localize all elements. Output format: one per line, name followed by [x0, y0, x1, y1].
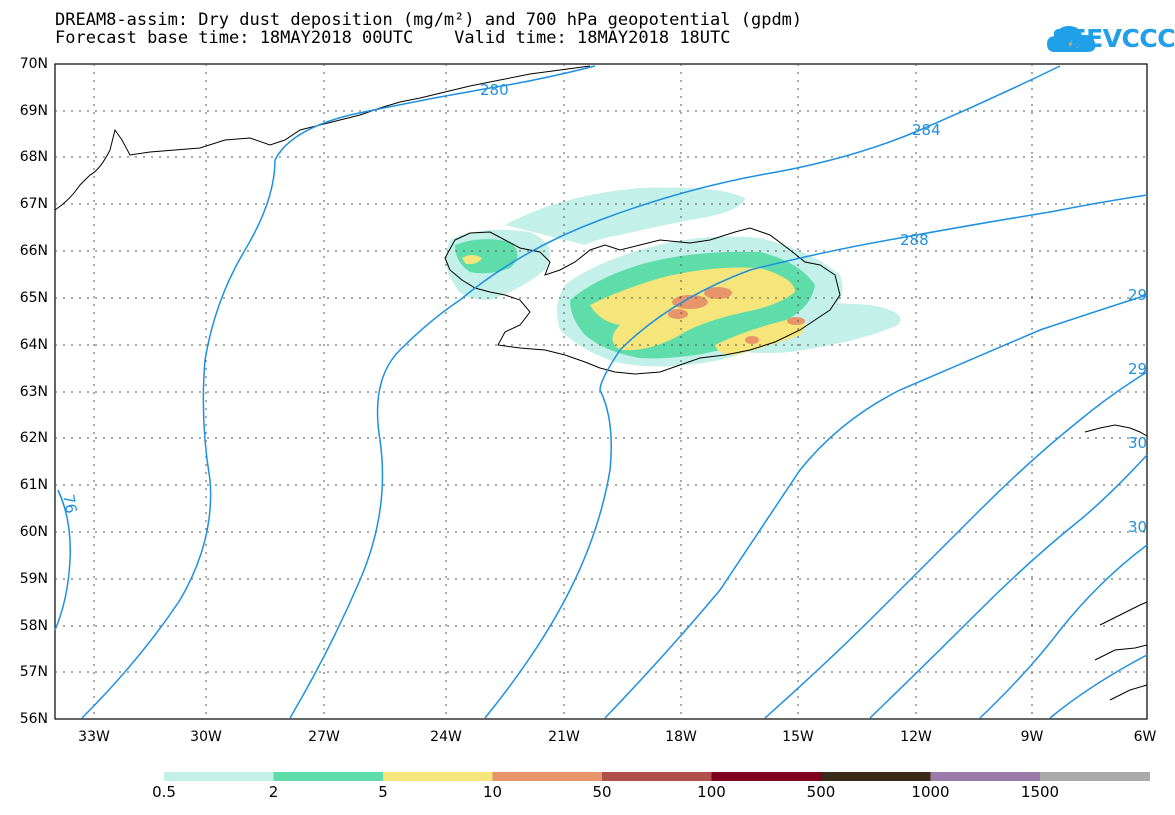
colorbar-label: 1000: [911, 783, 950, 801]
contour-label: 284: [912, 121, 941, 139]
forecast-time-label: Forecast base time: 18MAY2018 00UTC Vali…: [55, 28, 731, 48]
latitude-label: 62N: [19, 430, 48, 446]
contour-labels: 280 284 288 29 29 30 30 76: [59, 81, 1147, 536]
longitude-label: 27W: [308, 729, 340, 745]
longitude-label: 30W: [190, 729, 222, 745]
westfjords-dust-yellow: [462, 255, 482, 265]
colorbar-label: 1500: [1020, 783, 1060, 801]
contour-292a: [604, 294, 1148, 719]
latitude-label: 65N: [19, 290, 48, 306]
cloud-icon: [1047, 26, 1096, 52]
colorbar-label: 100: [697, 783, 726, 801]
longitude-label: 18W: [665, 729, 697, 745]
latitude-label: 66N: [19, 243, 48, 259]
contour-label: 29: [1128, 286, 1147, 304]
contour-308: [1049, 654, 1148, 719]
contour-label: 76: [59, 493, 80, 515]
latitude-label: 57N: [19, 664, 48, 680]
latitude-label: 68N: [19, 149, 48, 165]
contour-label: 30: [1128, 518, 1147, 536]
contour-296: [764, 371, 1148, 719]
contour-280: [81, 65, 596, 719]
longitude-label: 33W: [78, 729, 110, 745]
logo-text: SEEVCCC: [1052, 24, 1175, 53]
latitude-label: 63N: [19, 384, 48, 400]
colorbar-label: 10: [482, 783, 503, 801]
longitude-label: 15W: [782, 729, 814, 745]
latitude-label: 59N: [19, 571, 48, 587]
greenland-coast: [54, 65, 591, 211]
dust-plume-outer: [505, 187, 745, 245]
longitude-label: 24W: [430, 729, 462, 745]
longitude-label: 12W: [900, 729, 932, 745]
colorbar-label: 0.5: [152, 783, 176, 801]
contour-label: 30: [1128, 434, 1147, 452]
contour-300: [869, 454, 1148, 719]
contour-label: 280: [480, 81, 509, 99]
dust-hotspot-2: [704, 287, 732, 299]
contour-label: 288: [900, 231, 929, 249]
colorbar-label: 500: [806, 783, 836, 801]
geopotential-contours: [54, 65, 1148, 719]
contour-288: [484, 194, 1148, 719]
longitude-label: 21W: [548, 729, 580, 745]
latitude-label: 67N: [19, 196, 48, 212]
colorbar-label: 50: [592, 783, 612, 801]
dust-hotspot-4: [787, 317, 805, 325]
contour-label: 29: [1128, 360, 1147, 378]
iceland-coast: [444, 227, 841, 375]
contour-276: [54, 489, 71, 631]
colorbar-label: 5: [378, 783, 388, 801]
south-coast-dust-yellow: [715, 318, 805, 355]
coastlines: [54, 65, 1148, 701]
contour-284a: [289, 65, 1061, 719]
longitude-label: 6W: [1133, 729, 1157, 745]
map-title: DREAM8-assim: Dry dust deposition (mg/m²…: [55, 10, 803, 30]
faroe-shetland-coast: [1084, 424, 1148, 437]
latitude-label: 70N: [19, 56, 48, 72]
westfjords-dust-green: [455, 239, 518, 274]
latitude-label: 69N: [19, 103, 48, 119]
longitude-label: 9W: [1020, 729, 1044, 745]
contour-304: [979, 544, 1148, 719]
dust-hotspot-5: [745, 336, 759, 344]
scotland-coast: [1094, 601, 1148, 701]
latitude-label: 56N: [19, 711, 48, 727]
latitude-label: 61N: [19, 477, 48, 493]
dust-deposition-shading: [446, 187, 901, 367]
latitude-label: 64N: [19, 337, 48, 353]
colorbar-label: 2: [268, 783, 279, 801]
latitude-label: 60N: [19, 524, 48, 540]
latitude-label: 58N: [19, 618, 48, 634]
dust-hotspot-3: [668, 309, 688, 319]
